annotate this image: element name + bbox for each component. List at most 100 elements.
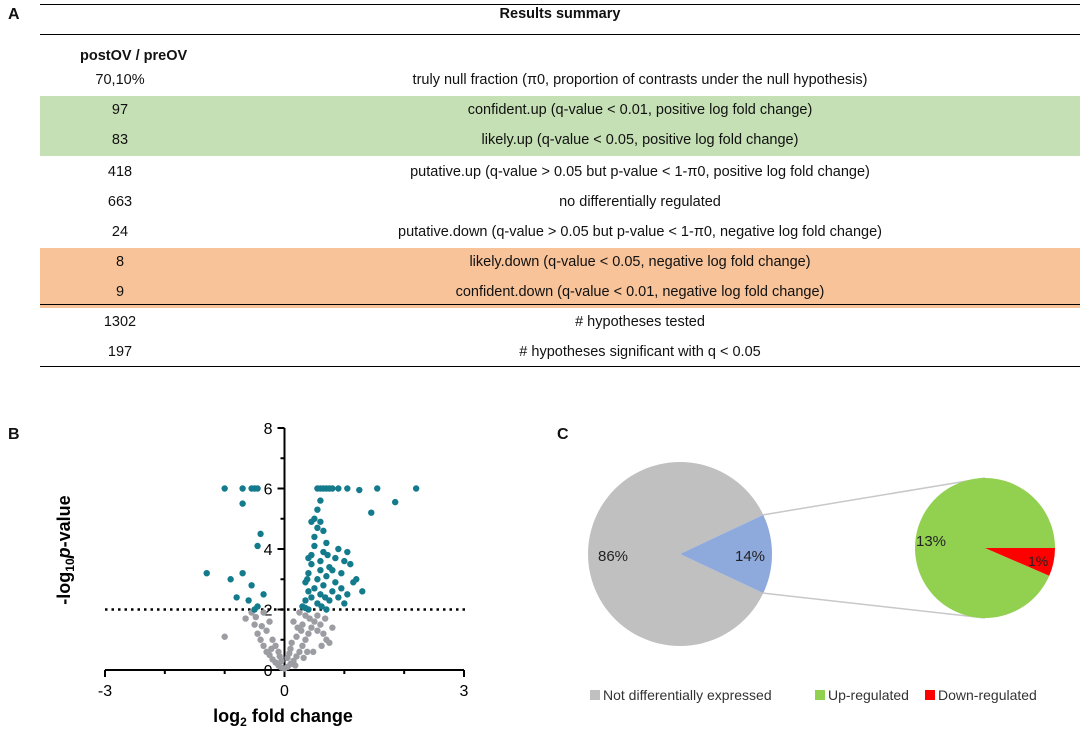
point-nonsignificant: [257, 636, 264, 643]
point-nonsignificant: [269, 636, 276, 643]
point-significant: [338, 570, 345, 577]
row-value: 418: [107, 164, 133, 180]
volcano-plot: -3 0 3 0 2 4 6 8 -log10p-value log2 fold change: [54, 421, 469, 729]
point-significant: [245, 597, 252, 604]
point-nonsignificant: [299, 642, 306, 649]
point-nonsignificant: [254, 630, 261, 637]
point-nonsignificant: [304, 648, 311, 656]
table-row: 418 putative.up (q-value > 0.05 but p-val…: [40, 158, 1080, 188]
point-significant: [314, 506, 321, 513]
point-significant: [305, 570, 312, 577]
volcano-y-axis-label: -log10p-value: [54, 495, 77, 604]
point-nonsignificant: [252, 613, 259, 621]
point-nonsignificant: [221, 633, 228, 640]
table-row: 83 likely.up (q-value < 0.05, positive lo…: [40, 126, 1080, 156]
point-nonsignificant: [296, 648, 303, 656]
point-nonsignificant: [276, 653, 283, 660]
point-nonsignificant: [296, 609, 303, 616]
row-description: putative.up (q-value > 0.05 but p-value …: [410, 164, 870, 180]
point-nonsignificant: [263, 627, 270, 634]
volcano-axes: -3 0 3 0 2 4 6 8: [98, 421, 469, 700]
table-bottom-rule: [40, 366, 1080, 367]
row-description: # hypotheses tested: [575, 314, 705, 330]
point-significant: [308, 518, 315, 525]
y-tick-label: 0: [264, 663, 273, 680]
point-nonsignificant: [266, 651, 273, 659]
point-significant: [356, 486, 363, 494]
point-nonsignificant: [268, 645, 275, 653]
point-significant: [347, 560, 354, 568]
pie-main: 86% 14%: [588, 462, 772, 646]
row-value: 70,10%: [95, 72, 145, 88]
row-value: 663: [107, 194, 133, 210]
point-significant: [314, 524, 321, 532]
row-description: putative.down (q-value > 0.05 but p-valu…: [398, 224, 882, 240]
point-significant: [311, 542, 318, 550]
point-nonsignificant: [306, 615, 313, 622]
point-nonsignificant: [258, 622, 265, 630]
table-mid-rule: [40, 304, 1080, 305]
point-significant: [254, 485, 261, 492]
point-significant: [344, 485, 351, 492]
point-significant: [323, 573, 330, 580]
point-significant: [332, 554, 339, 562]
point-significant: [239, 570, 246, 577]
point-significant: [338, 585, 345, 592]
point-significant: [239, 485, 246, 492]
point-significant: [320, 527, 327, 535]
point-significant: [227, 576, 234, 583]
point-significant: [329, 588, 336, 595]
point-significant: [320, 582, 327, 589]
point-significant: [350, 579, 357, 586]
connector-line-bottom: [763, 592, 986, 619]
point-nonsignificant: [314, 612, 321, 619]
point-nonsignificant: [300, 654, 307, 662]
connector-line-top: [763, 477, 986, 516]
row-description: # hypotheses significant with q < 0.05: [519, 344, 761, 360]
point-significant: [257, 530, 264, 538]
row-description: likely.down (q-value < 0.05, negative lo…: [469, 254, 811, 270]
point-significant: [335, 485, 342, 492]
point-nonsignificant: [329, 624, 336, 631]
point-significant: [344, 591, 351, 598]
pie-label-13: 13%: [916, 533, 946, 550]
point-significant: [335, 545, 342, 553]
point-significant: [359, 588, 366, 595]
point-significant: [221, 485, 228, 492]
row-description: truly null fraction (π0, proportion of c…: [412, 72, 868, 88]
legend-label: Not differentially expressed: [603, 687, 772, 703]
row-description: no differentially regulated: [559, 194, 721, 210]
point-significant: [317, 497, 324, 504]
pie-slice-not-differentially-expressed: [588, 462, 764, 646]
point-significant: [332, 579, 339, 586]
table-title-rule: [40, 34, 1080, 35]
point-significant: [317, 557, 324, 565]
point-nonsignificant: [299, 621, 306, 628]
point-nonsignificant: [305, 630, 312, 637]
point-significant: [305, 588, 312, 595]
point-nonsignificant: [320, 630, 327, 637]
point-significant: [341, 600, 348, 607]
point-significant: [260, 591, 267, 598]
legend-swatch: [925, 690, 935, 700]
point-nonsignificant: [293, 633, 300, 640]
point-significant: [308, 560, 315, 568]
y-tick-label: 2: [264, 603, 273, 620]
point-nonsignificant: [288, 639, 295, 646]
row-description: confident.up (q-value < 0.01, positive l…: [467, 102, 813, 118]
table-row: 197 # hypotheses significant with q < 0.0…: [40, 338, 1080, 368]
legend-swatch: [590, 690, 600, 700]
row-value: 197: [107, 344, 133, 360]
point-significant: [344, 548, 351, 556]
point-significant: [368, 509, 375, 516]
volcano-x-axis-label: log2 fold change: [213, 706, 353, 729]
table-row: 1302 # hypotheses tested: [40, 308, 1080, 338]
x-tick-label: 0: [280, 683, 289, 700]
point-significant: [302, 604, 309, 612]
table-row: 9 confident.down (q-value < 0.01, negativ…: [40, 278, 1080, 308]
point-significant: [254, 542, 261, 550]
point-significant: [308, 594, 315, 601]
point-significant: [329, 566, 336, 574]
point-nonsignificant: [318, 642, 325, 649]
point-nonsignificant: [286, 650, 293, 657]
